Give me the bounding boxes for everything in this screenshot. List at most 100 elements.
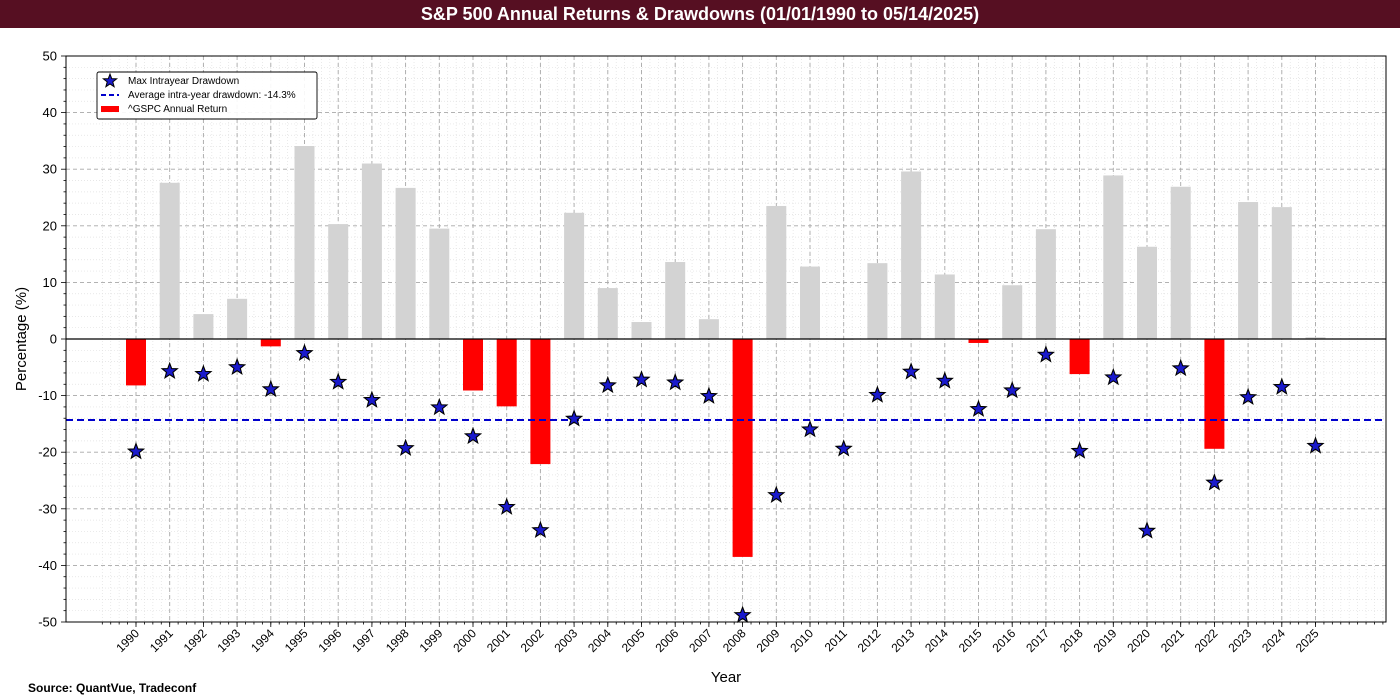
- y-tick-label: 20: [43, 218, 57, 233]
- legend-label-average: Average intra-year drawdown: -14.3%: [128, 90, 296, 101]
- drawdown-star: [901, 362, 921, 380]
- y-tick-label: -50: [38, 615, 57, 630]
- source-note: Source: QuantVue, Tradeconf: [28, 681, 197, 695]
- return-bar: [1170, 186, 1191, 339]
- y-tick-label: 50: [43, 49, 57, 64]
- drawdown-star: [868, 385, 887, 403]
- drawdown-star: [1272, 377, 1291, 395]
- drawdown-star: [126, 442, 146, 460]
- drawdown-star: [1306, 436, 1325, 454]
- x-tick-label: 2015: [956, 626, 985, 655]
- return-bar: [260, 339, 281, 347]
- x-tick-label: 2006: [653, 626, 682, 655]
- return-bar: [968, 339, 989, 343]
- x-tick-label: 2019: [1091, 626, 1120, 655]
- x-tick-label: 1991: [147, 626, 176, 655]
- x-tick-label: 2004: [585, 626, 614, 655]
- x-tick-label: 2002: [518, 626, 547, 655]
- chart-title: S&P 500 Annual Returns & Drawdowns (01/0…: [0, 0, 1400, 28]
- x-tick-label: 1992: [181, 626, 210, 655]
- drawdown-star: [598, 375, 617, 394]
- x-tick-label: 1996: [316, 626, 345, 655]
- x-tick-label: 2003: [551, 626, 580, 655]
- return-bar: [698, 319, 719, 339]
- return-bar: [1103, 175, 1124, 339]
- drawdown-star: [1238, 387, 1258, 406]
- return-bar: [564, 212, 585, 339]
- drawdown-star: [564, 409, 584, 427]
- drawdown-star: [430, 397, 449, 416]
- x-tick-label: 2001: [484, 626, 513, 655]
- drawdown-star: [362, 390, 382, 408]
- return-bar: [1204, 339, 1225, 449]
- legend-box: [96, 71, 318, 120]
- x-tick-label: 2024: [1259, 626, 1288, 655]
- return-bar: [126, 339, 146, 386]
- y-tick-label: -30: [38, 501, 57, 516]
- x-tick-label: 2012: [855, 626, 884, 655]
- x-tick-label: 1994: [248, 626, 277, 655]
- x-tick-label: 2000: [450, 626, 479, 655]
- x-tick-label: 2025: [1293, 626, 1322, 655]
- drawdown-star: [969, 399, 988, 417]
- drawdown-star: [1205, 473, 1224, 491]
- return-bar: [361, 163, 382, 339]
- x-tick-label: 1997: [349, 626, 378, 655]
- drawdown-star: [1036, 345, 1056, 363]
- drawdown-star: [1070, 441, 1089, 459]
- drawdown-star: [160, 361, 179, 379]
- drawdown-star: [295, 343, 314, 361]
- x-tick-label: 2021: [1158, 626, 1187, 655]
- return-bar: [294, 145, 315, 339]
- legend-label-return: ^GSPC Annual Return: [128, 104, 227, 115]
- y-tick-label: -10: [38, 388, 57, 403]
- x-tick-label: 2023: [1225, 626, 1254, 655]
- drawdown-star: [329, 372, 348, 390]
- x-tick-label: 2008: [720, 626, 749, 655]
- drawdown-star: [1104, 367, 1123, 386]
- legend: Max Intrayear Drawdown Average intra-year…: [96, 71, 318, 120]
- drawdown-star: [834, 439, 853, 457]
- return-bar: [1271, 207, 1292, 339]
- return-bar: [1069, 339, 1090, 375]
- return-bar: [159, 182, 180, 339]
- x-tick-label: 2014: [922, 626, 951, 655]
- return-bar: [934, 274, 955, 339]
- return-bars: [126, 145, 1326, 557]
- x-tick-label: 2011: [822, 626, 850, 654]
- return-bar: [597, 288, 618, 339]
- return-bar: [1002, 285, 1023, 339]
- return-bar: [766, 205, 787, 339]
- return-bar: [463, 339, 483, 391]
- drawdown-star: [1137, 521, 1157, 539]
- y-tick-label: 10: [43, 275, 57, 290]
- x-tick-label: 2007: [686, 626, 715, 655]
- x-tick-label: 2005: [619, 626, 648, 655]
- legend-label-drawdown: Max Intrayear Drawdown: [128, 76, 239, 87]
- x-tick-label: 2013: [888, 626, 917, 655]
- return-bar: [1305, 337, 1326, 339]
- x-tick-label: 2022: [1192, 626, 1221, 655]
- x-tick-label: 2010: [787, 626, 816, 655]
- return-bar: [496, 339, 517, 407]
- return-bar: [193, 314, 214, 339]
- x-tick-label: 2009: [754, 626, 783, 655]
- drawdown-star: [194, 364, 213, 382]
- x-tick-label: 2020: [1124, 626, 1153, 655]
- x-axis-label: Year: [711, 669, 741, 686]
- return-bar: [530, 339, 551, 465]
- x-tick-label: 1993: [214, 626, 243, 655]
- return-bar: [1035, 229, 1056, 339]
- drawdown-star: [935, 371, 954, 389]
- return-bar: [1238, 202, 1259, 339]
- drawdown-star: [800, 419, 820, 438]
- legend-star-marker: [101, 72, 119, 88]
- x-tick-label: 1999: [417, 626, 446, 655]
- return-bar: [328, 224, 349, 339]
- return-bar: [732, 339, 753, 557]
- y-tick-label: 40: [43, 105, 57, 120]
- return-bar: [800, 266, 820, 339]
- drawdown-star: [699, 386, 719, 404]
- return-bar: [227, 298, 248, 339]
- return-bar: [867, 263, 888, 339]
